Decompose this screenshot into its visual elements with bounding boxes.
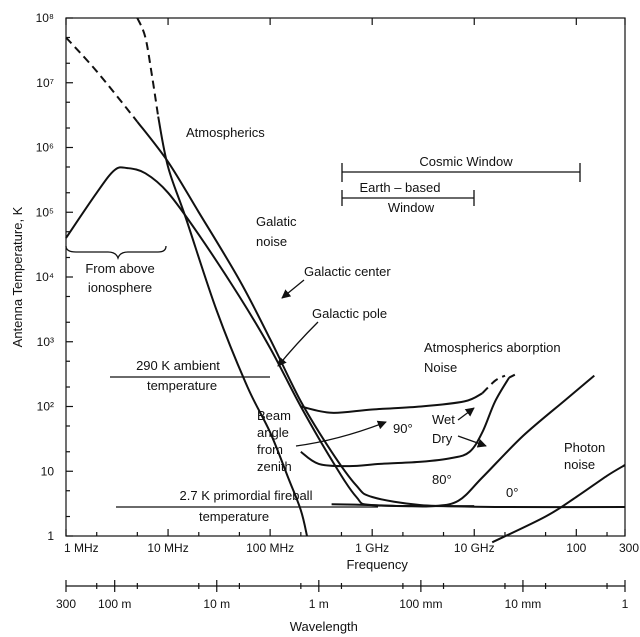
annotation-angle: angle bbox=[257, 425, 289, 440]
y-tick-label: 1 bbox=[47, 529, 54, 543]
wet-arrow bbox=[457, 407, 475, 421]
wavelength-tick-label: 1 m bbox=[309, 597, 329, 611]
annotation-noise: noise bbox=[564, 457, 595, 472]
annotation-beam: Beam bbox=[257, 408, 291, 423]
y-axis-title: Antenna Temperature, K bbox=[10, 206, 25, 347]
annotation-atmospherics: Atmospherics bbox=[186, 125, 265, 140]
annotation-atmospherics-aborption: Atmospherics aborption bbox=[424, 340, 561, 355]
y-tick-label: 10⁸ bbox=[36, 11, 54, 25]
wavelength-tick-label: 1 bbox=[622, 597, 629, 611]
annotation-80: 80° bbox=[432, 472, 452, 487]
y-tick-label: 10 bbox=[41, 464, 55, 478]
wavelength-tick-label: 10 m bbox=[203, 597, 230, 611]
annotation-from-above: From above bbox=[85, 261, 154, 276]
annotation-dry: Dry bbox=[432, 431, 453, 446]
annotation-cosmic-window: Cosmic Window bbox=[419, 154, 513, 169]
x-tick-label: 10 MHz bbox=[147, 541, 188, 555]
annotation-galactic-pole: Galactic pole bbox=[312, 306, 387, 321]
x-tick-label: 100 bbox=[566, 541, 586, 555]
wavelength-axis-title: Wavelength bbox=[290, 619, 358, 634]
series-atmospherics-aborption-noise-80 bbox=[300, 376, 511, 468]
annotation-galactic-center: Galactic center bbox=[304, 264, 391, 279]
wavelength-tick-label: 10 mm bbox=[505, 597, 542, 611]
series-atmospherics-aborption-noise-80-dashed bbox=[508, 373, 516, 379]
series-atmospherics-aborption-noise-90-dashed bbox=[481, 374, 506, 395]
annotation-wet: Wet bbox=[432, 412, 455, 427]
annotation-noise: Noise bbox=[424, 360, 457, 375]
y-tick-label: 10⁵ bbox=[36, 205, 54, 219]
x-tick-label: 10 GHz bbox=[454, 541, 495, 555]
annotation-ionosphere: ionosphere bbox=[88, 280, 152, 295]
annotation-window: Window bbox=[388, 200, 435, 215]
x-tick-label: 1 GHz bbox=[355, 541, 389, 555]
annotation-290-k-ambient: 290 K ambient bbox=[136, 358, 220, 373]
annotation-from: from bbox=[257, 442, 283, 457]
series-from-above-ionosphere bbox=[65, 166, 626, 509]
wavelength-tick-label: 300 bbox=[56, 597, 76, 611]
galactic-pole-arrow bbox=[277, 321, 319, 367]
y-tick-label: 10² bbox=[37, 400, 54, 414]
annotation-noise: noise bbox=[256, 234, 287, 249]
wavelength-tick-label: 100 m bbox=[98, 597, 131, 611]
annotation-earth-based: Earth – based bbox=[360, 180, 441, 195]
beam-angle-arrow bbox=[295, 420, 387, 447]
dry-arrow bbox=[457, 435, 487, 448]
annotation-temperature: temperature bbox=[199, 509, 269, 524]
series-atmospherics-aborption-noise-90 bbox=[300, 392, 483, 414]
series-photon-noise bbox=[491, 464, 626, 544]
x-tick-label: 300 bbox=[619, 541, 639, 555]
wavelength-tick-label: 100 mm bbox=[399, 597, 442, 611]
x-tick-label: 1 MHz bbox=[64, 541, 99, 555]
series-galatic-noise-dashed bbox=[65, 36, 139, 123]
y-tick-label: 10⁶ bbox=[36, 141, 54, 155]
series-atmospherics bbox=[157, 116, 308, 537]
series-atmospherics-dashed bbox=[136, 17, 160, 117]
series-atmospherics-aborption-noise-0 bbox=[331, 374, 595, 508]
x-axis-title: Frequency bbox=[346, 557, 408, 572]
ionosphere-brace bbox=[65, 245, 167, 261]
annotation-galatic: Galatic bbox=[256, 214, 297, 229]
annotation-temperature: temperature bbox=[147, 378, 217, 393]
x-tick-label: 100 MHz bbox=[246, 541, 294, 555]
annotation-2-7-k-primordial-fireball: 2.7 K primordial fireball bbox=[180, 488, 313, 503]
annotation-zenith: zenith bbox=[257, 459, 292, 474]
y-tick-label: 10⁷ bbox=[36, 76, 54, 90]
annotation-photon: Photon bbox=[564, 440, 605, 455]
annotation-0: 0° bbox=[506, 485, 518, 500]
galactic-center-arrow bbox=[281, 279, 305, 299]
y-tick-label: 10³ bbox=[37, 335, 54, 349]
y-tick-label: 10⁴ bbox=[35, 270, 54, 284]
series-galatic-noise bbox=[136, 121, 475, 508]
annotation-90: 90° bbox=[393, 421, 413, 436]
